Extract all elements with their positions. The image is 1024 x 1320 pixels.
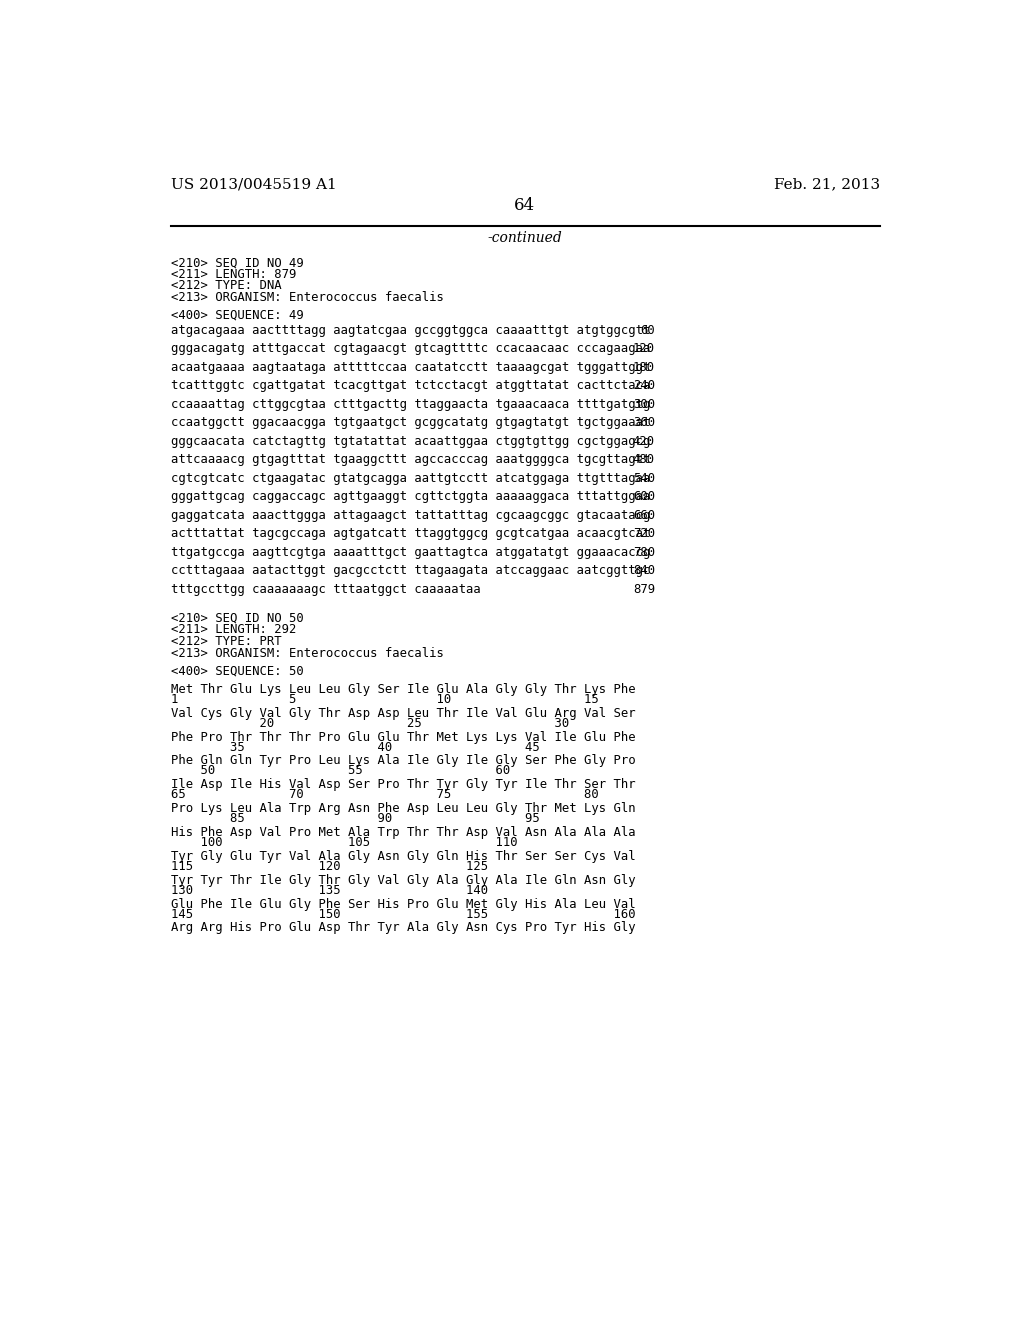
Text: ttgatgccga aagttcgtga aaaatttgct gaattagtca atggatatgt ggaaacaccg: ttgatgccga aagttcgtga aaaatttgct gaattag… [171,545,650,558]
Text: 85                  90                  95: 85 90 95 [171,812,540,825]
Text: 60: 60 [640,323,655,337]
Text: 35                  40                  45: 35 40 45 [171,741,540,754]
Text: <400> SEQUENCE: 49: <400> SEQUENCE: 49 [171,309,303,322]
Text: gggattgcag caggaccagc agttgaaggt cgttctggta aaaaaggaca tttattggaa: gggattgcag caggaccagc agttgaaggt cgttctg… [171,490,650,503]
Text: Feb. 21, 2013: Feb. 21, 2013 [773,178,880,191]
Text: Tyr Gly Glu Tyr Val Ala Gly Asn Gly Gln His Thr Ser Ser Cys Val: Tyr Gly Glu Tyr Val Ala Gly Asn Gly Gln … [171,850,635,863]
Text: gggacagatg atttgaccat cgtagaacgt gtcagttttc ccacaacaac cccagaagaa: gggacagatg atttgaccat cgtagaacgt gtcagtt… [171,342,650,355]
Text: 50                  55                  60: 50 55 60 [171,764,510,777]
Text: Val Cys Gly Val Gly Thr Asp Asp Leu Thr Ile Val Glu Arg Val Ser: Val Cys Gly Val Gly Thr Asp Asp Leu Thr … [171,706,635,719]
Text: 300: 300 [633,397,655,411]
Text: acaatgaaaa aagtaataga atttttccaa caatatcctt taaaagcgat tgggattggt: acaatgaaaa aagtaataga atttttccaa caatatc… [171,360,650,374]
Text: <213> ORGANISM: Enterococcus faecalis: <213> ORGANISM: Enterococcus faecalis [171,290,443,304]
Text: 720: 720 [633,527,655,540]
Text: 120: 120 [633,342,655,355]
Text: 1               5                   10                  15: 1 5 10 15 [171,693,598,706]
Text: US 2013/0045519 A1: US 2013/0045519 A1 [171,178,336,191]
Text: ccaatggctt ggacaacgga tgtgaatgct gcggcatatg gtgagtatgt tgctggaaat: ccaatggctt ggacaacgga tgtgaatgct gcggcat… [171,416,650,429]
Text: <212> TYPE: PRT: <212> TYPE: PRT [171,635,282,648]
Text: <213> ORGANISM: Enterococcus faecalis: <213> ORGANISM: Enterococcus faecalis [171,647,443,660]
Text: 600: 600 [633,490,655,503]
Text: tttgccttgg caaaaaaagc tttaatggct caaaaataa: tttgccttgg caaaaaaagc tttaatggct caaaaat… [171,582,480,595]
Text: cctttagaaa aatacttggt gacgcctctt ttagaagata atccaggaac aatcggttgc: cctttagaaa aatacttggt gacgcctctt ttagaag… [171,564,650,577]
Text: atgacagaaa aacttttagg aagtatcgaa gccggtggca caaaatttgt atgtggcgtt: atgacagaaa aacttttagg aagtatcgaa gccggtg… [171,323,650,337]
Text: 879: 879 [633,582,655,595]
Text: Met Thr Glu Lys Leu Leu Gly Ser Ile Glu Ala Gly Gly Thr Lys Phe: Met Thr Glu Lys Leu Leu Gly Ser Ile Glu … [171,682,635,696]
Text: 130                 135                 140: 130 135 140 [171,884,487,896]
Text: His Phe Asp Val Pro Met Ala Trp Thr Thr Asp Val Asn Ala Ala Ala: His Phe Asp Val Pro Met Ala Trp Thr Thr … [171,826,635,840]
Text: Arg Arg His Pro Glu Asp Thr Tyr Ala Gly Asn Cys Pro Tyr His Gly: Arg Arg His Pro Glu Asp Thr Tyr Ala Gly … [171,921,635,935]
Text: <210> SEQ ID NO 50: <210> SEQ ID NO 50 [171,612,303,624]
Text: Glu Phe Ile Glu Gly Phe Ser His Pro Glu Met Gly His Ala Leu Val: Glu Phe Ile Glu Gly Phe Ser His Pro Glu … [171,898,635,911]
Text: 100                 105                 110: 100 105 110 [171,836,517,849]
Text: Tyr Tyr Thr Ile Gly Thr Gly Val Gly Ala Gly Ala Ile Gln Asn Gly: Tyr Tyr Thr Ile Gly Thr Gly Val Gly Ala … [171,874,635,887]
Text: 145                 150                 155                 160: 145 150 155 160 [171,908,635,920]
Text: Phe Gln Gln Tyr Pro Leu Lys Ala Ile Gly Ile Gly Ser Phe Gly Pro: Phe Gln Gln Tyr Pro Leu Lys Ala Ile Gly … [171,755,635,767]
Text: 65              70                  75                  80: 65 70 75 80 [171,788,598,801]
Text: 660: 660 [633,508,655,521]
Text: <400> SEQUENCE: 50: <400> SEQUENCE: 50 [171,664,303,677]
Text: tcatttggtc cgattgatat tcacgttgat tctcctacgt atggttatat cacttctaca: tcatttggtc cgattgatat tcacgttgat tctccta… [171,379,650,392]
Text: gggcaacata catctagttg tgtatattat acaattggaa ctggtgttgg cgctggagcg: gggcaacata catctagttg tgtatattat acaattg… [171,434,650,447]
Text: 840: 840 [633,564,655,577]
Text: 180: 180 [633,360,655,374]
Text: Pro Lys Leu Ala Trp Arg Asn Phe Asp Leu Leu Gly Thr Met Lys Gln: Pro Lys Leu Ala Trp Arg Asn Phe Asp Leu … [171,803,635,816]
Text: <212> TYPE: DNA: <212> TYPE: DNA [171,280,282,292]
Text: 780: 780 [633,545,655,558]
Text: 115                 120                 125: 115 120 125 [171,859,487,873]
Text: 360: 360 [633,416,655,429]
Text: 480: 480 [633,453,655,466]
Text: gaggatcata aaacttggga attagaagct tattatttag cgcaagcggc gtacaatacg: gaggatcata aaacttggga attagaagct tattatt… [171,508,650,521]
Text: <210> SEQ ID NO 49: <210> SEQ ID NO 49 [171,256,303,269]
Text: Ile Asp Ile His Val Asp Ser Pro Thr Tyr Gly Tyr Ile Thr Ser Thr: Ile Asp Ile His Val Asp Ser Pro Thr Tyr … [171,779,635,791]
Text: ccaaaattag cttggcgtaa ctttgacttg ttaggaacta tgaaacaaca ttttgatgtg: ccaaaattag cttggcgtaa ctttgacttg ttaggaa… [171,397,650,411]
Text: 420: 420 [633,434,655,447]
Text: actttattat tagcgccaga agtgatcatt ttaggtggcg gcgtcatgaa acaacgtcat: actttattat tagcgccaga agtgatcatt ttaggtg… [171,527,650,540]
Text: Phe Pro Thr Thr Thr Pro Glu Glu Thr Met Lys Lys Val Ile Glu Phe: Phe Pro Thr Thr Thr Pro Glu Glu Thr Met … [171,730,635,743]
Text: attcaaaacg gtgagtttat tgaaggcttt agccacccag aaatggggca tgcgttagtt: attcaaaacg gtgagtttat tgaaggcttt agccacc… [171,453,650,466]
Text: 64: 64 [514,197,536,214]
Text: 20                  25                  30: 20 25 30 [171,717,569,730]
Text: cgtcgtcatc ctgaagatac gtatgcagga aattgtcctt atcatggaga ttgtttagaa: cgtcgtcatc ctgaagatac gtatgcagga aattgtc… [171,471,650,484]
Text: <211> LENGTH: 292: <211> LENGTH: 292 [171,623,296,636]
Text: 540: 540 [633,471,655,484]
Text: -continued: -continued [487,231,562,244]
Text: <211> LENGTH: 879: <211> LENGTH: 879 [171,268,296,281]
Text: 240: 240 [633,379,655,392]
